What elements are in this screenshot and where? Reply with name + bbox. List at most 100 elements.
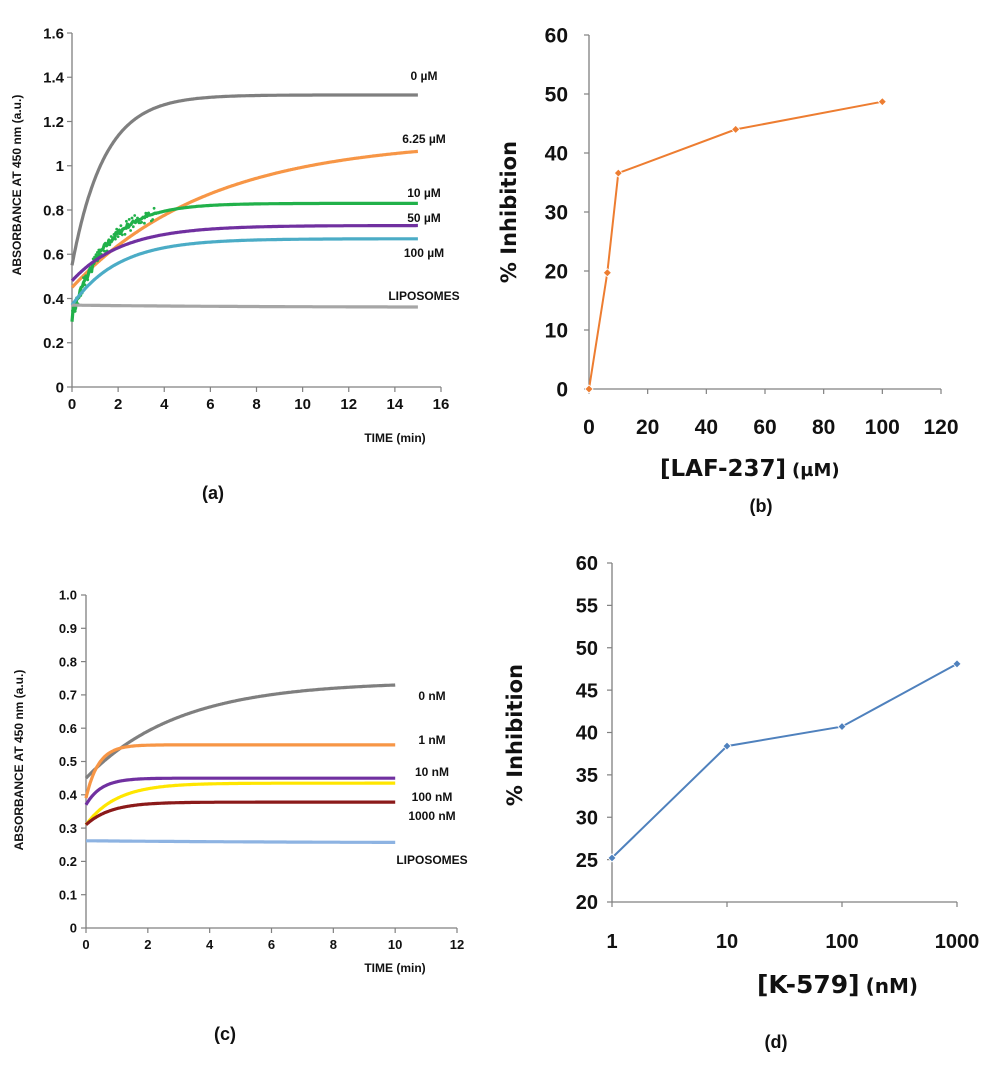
x-tick-label: 10: [716, 931, 738, 953]
series-point: [71, 309, 74, 313]
y-axis-title: ABSORBANCE AT 450 nm (a.u.): [10, 95, 24, 276]
series-label: 1 nM: [418, 733, 445, 747]
series-point: [133, 214, 137, 217]
x-tick-label: 100: [865, 416, 900, 439]
panel-label: (c): [214, 1024, 236, 1044]
series-point: [136, 216, 139, 220]
x-tick-label: 1: [606, 931, 617, 953]
series-point: [140, 220, 144, 224]
series-point: [127, 218, 131, 221]
y-tick-label: 0.5: [59, 754, 77, 769]
series-point: [122, 227, 126, 231]
series-line: [70, 201, 419, 322]
y-tick-label: 20: [576, 892, 598, 914]
series-point: [108, 243, 112, 247]
data-point-marker: [722, 741, 732, 751]
series-line: [84, 800, 396, 826]
y-tick-label: 0: [56, 379, 64, 396]
series-point: [83, 283, 87, 287]
data-point-marker: [607, 853, 617, 863]
series-point: [115, 227, 119, 231]
x-tick-label: 1000: [935, 931, 980, 953]
y-tick-label: 0.6: [43, 247, 64, 264]
series-label: 10 nM: [415, 765, 449, 779]
data-point-marker: [584, 384, 594, 394]
series-point: [87, 271, 91, 275]
chart-panel-d: 20 25 30 35 40 45 50 55 60 1 10 100 1000 % Inhibition…: [503, 553, 979, 1052]
y-tick-label: 0.2: [43, 335, 64, 352]
data-point-marker: [602, 268, 612, 278]
x-tick-label: 80: [812, 416, 835, 439]
y-tick-label: 55: [576, 596, 598, 618]
series-line: [70, 237, 419, 307]
series-label: 100 µM: [404, 246, 444, 260]
series-point: [152, 206, 156, 210]
x-tick-label: 0: [82, 937, 89, 952]
series-point: [73, 309, 77, 313]
x-tick-label: 12: [450, 937, 464, 952]
series-point: [96, 251, 99, 254]
series-point: [82, 276, 85, 279]
y-axis-title: % Inhibition: [503, 664, 527, 806]
y-tick-label: 0.4: [59, 787, 78, 802]
x-tick-label: 6: [206, 396, 214, 413]
series-label: 1000 nM: [408, 809, 455, 823]
data-point-marker: [613, 168, 623, 178]
series-point: [151, 218, 155, 221]
y-tick-label: 0.2: [59, 854, 77, 869]
series-point: [123, 232, 127, 236]
x-tick-label: 40: [695, 416, 718, 439]
y-tick-label: 45: [576, 680, 598, 702]
y-tick-label: 40: [545, 143, 568, 166]
y-tick-label: 60: [545, 25, 568, 48]
x-tick-label: 4: [160, 396, 169, 413]
series-line: [71, 303, 419, 309]
chart-panel-c: 0 0.1 0.2 0.3 0.4 0.5 0.6 0.7 0.8 0.9 1.0 0 2 4 6 8 10 12…: [12, 588, 468, 1044]
series-line: [70, 93, 419, 266]
series-point: [89, 266, 92, 270]
series-point: [129, 229, 133, 232]
y-tick-label: 0.6: [59, 721, 77, 736]
y-tick-label: 10: [545, 320, 568, 343]
series-point: [94, 253, 98, 256]
x-tick-label: 8: [330, 937, 337, 952]
x-tick-label: 0: [68, 396, 76, 413]
series-point: [143, 221, 146, 225]
y-tick-label: 40: [576, 723, 598, 745]
x-tick-label: 6: [268, 937, 275, 952]
y-tick-label: 0.9: [59, 621, 77, 636]
y-tick-label: 1.2: [43, 114, 64, 131]
series-line: [84, 776, 396, 806]
x-tick-label: 10: [294, 396, 311, 413]
y-axis-title: % Inhibition: [497, 141, 521, 283]
y-tick-label: 0.3: [59, 821, 77, 836]
x-axis-title: TIME (min): [364, 431, 425, 445]
data-point-marker: [731, 124, 741, 134]
y-tick-label: 1.0: [59, 588, 77, 603]
y-tick-label: 30: [576, 807, 598, 829]
series-label: 0 nM: [418, 689, 445, 703]
series-point: [131, 225, 135, 229]
series-line: [84, 743, 396, 799]
y-tick-label: 0.1: [59, 887, 77, 902]
series-point: [98, 248, 102, 252]
series-point: [147, 211, 151, 215]
series-point: [84, 274, 88, 278]
x-axis-title: TIME (min): [364, 961, 425, 975]
x-tick-label: 14: [387, 396, 404, 413]
series-point: [120, 233, 124, 237]
panel-label: (b): [750, 496, 773, 516]
series-label: 50 µM: [407, 211, 441, 225]
x-tick-label: 0: [583, 416, 595, 439]
y-axis-title: ABSORBANCE AT 450 nm (a.u.): [12, 670, 26, 851]
series-point: [93, 255, 96, 259]
panel-label: (a): [202, 483, 224, 503]
data-point-marker: [877, 97, 887, 107]
y-tick-label: 20: [545, 261, 568, 284]
series-point: [112, 233, 116, 236]
y-tick-label: 0.8: [43, 202, 64, 219]
y-tick-label: 25: [576, 850, 598, 872]
x-axis-title-compound: [K-579]: [757, 970, 860, 999]
series-line: [588, 100, 883, 390]
x-tick-label: 12: [340, 396, 357, 413]
